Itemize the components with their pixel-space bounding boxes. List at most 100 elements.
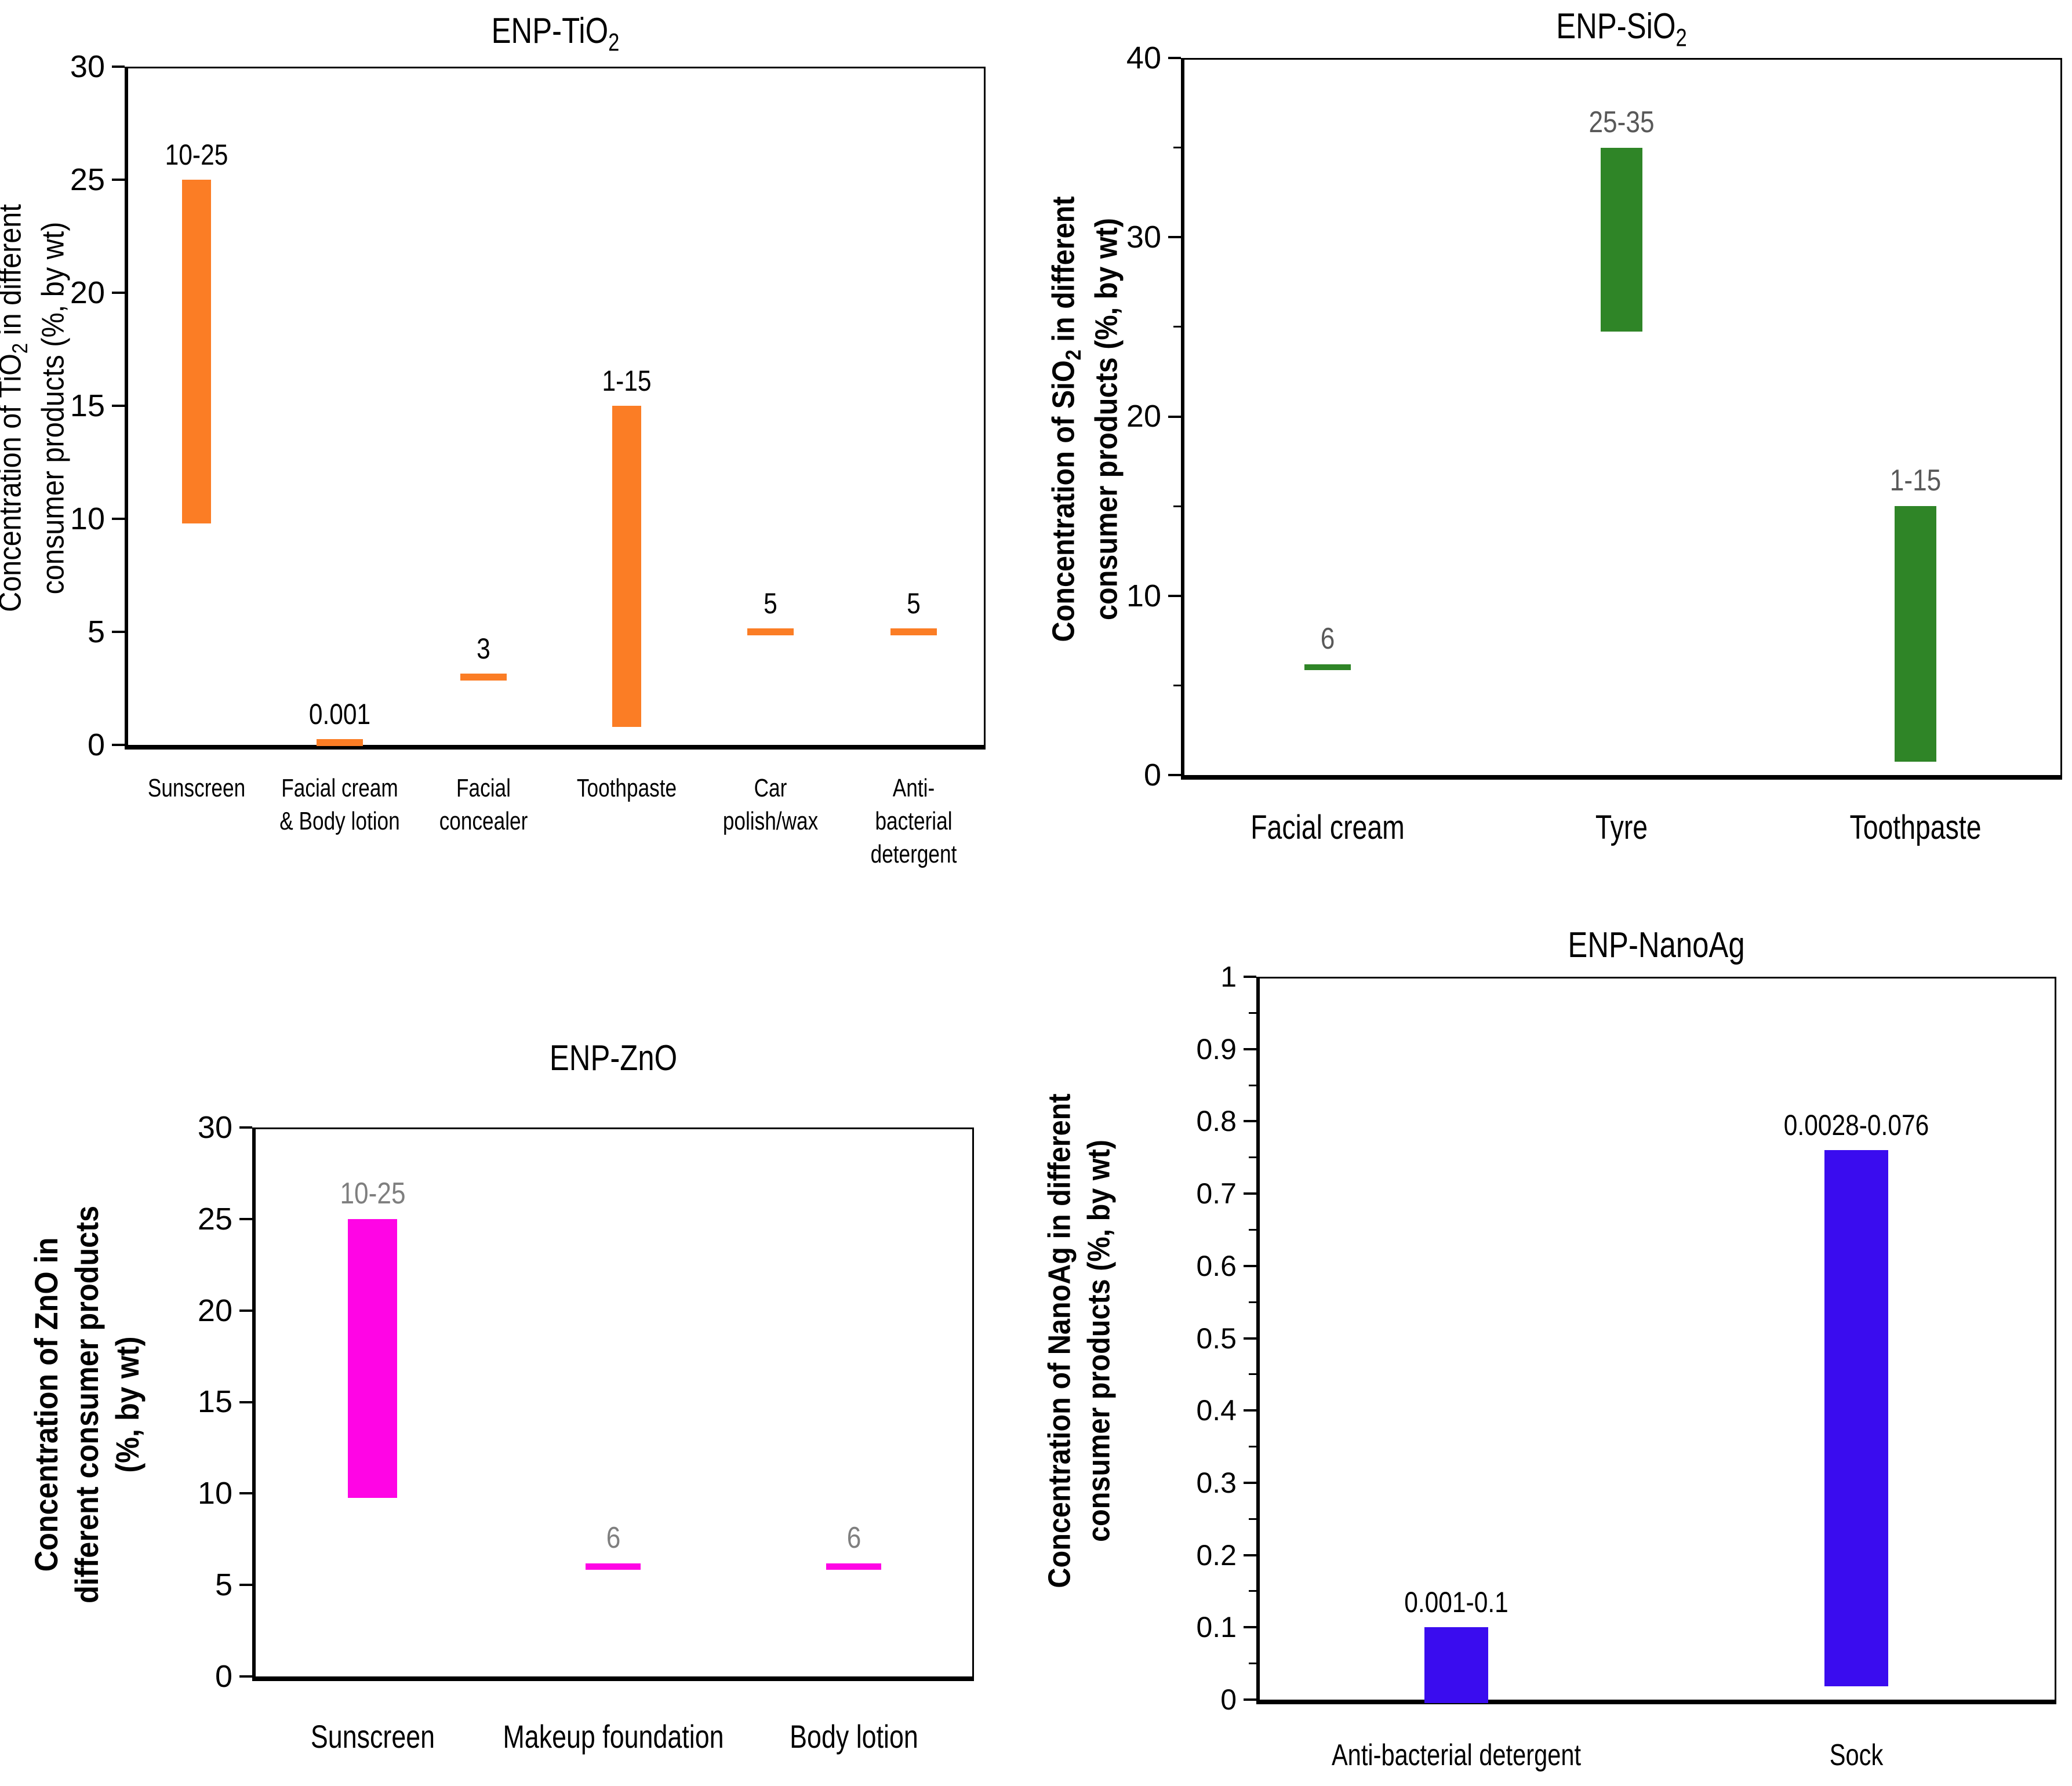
- chart-title: ENP-NanoAg: [1568, 925, 1745, 965]
- y-axis-tick-label: 0.1: [1196, 1611, 1237, 1644]
- bar: [1304, 664, 1351, 671]
- bar: [1824, 1150, 1888, 1686]
- y-axis-tick: [239, 1126, 252, 1129]
- bar-value-label: 1-15: [1889, 464, 1941, 498]
- y-axis-minor-tick: [1249, 1084, 1256, 1086]
- y-axis-label-line: Concentration of NanoAg in different: [1042, 1093, 1077, 1588]
- x-category-label: Sunscreen: [310, 1718, 435, 1755]
- y-axis-minor-tick: [1249, 1156, 1256, 1159]
- x-category-label: Makeup foundation: [502, 1718, 724, 1755]
- chart-title: ENP-ZnO: [549, 1038, 677, 1078]
- y-axis-tick-label: 0.2: [1196, 1538, 1237, 1572]
- y-axis-minor-tick: [1249, 1301, 1256, 1303]
- y-axis-minor-tick: [1173, 684, 1181, 686]
- y-axis-tick: [1244, 1409, 1256, 1412]
- bar-value-label: 6: [606, 1521, 620, 1555]
- y-axis-minor-tick: [1173, 505, 1181, 507]
- y-axis-tick-label: 5: [215, 1567, 232, 1603]
- bar-value-label: 5: [907, 587, 921, 620]
- y-axis-tick: [112, 518, 125, 520]
- y-axis-tick: [1244, 976, 1256, 978]
- y-axis-tick-label: 0.9: [1196, 1032, 1237, 1065]
- bar-value-label: 25-35: [1588, 105, 1655, 139]
- chart-enp-tio2: ENP-TiO2 Concentration of TiO2 in differe…: [0, 0, 1036, 893]
- y-axis-minor-tick: [1173, 326, 1181, 328]
- x-category-label: Car polish/wax: [722, 774, 818, 836]
- bar: [612, 406, 642, 727]
- x-category-label: Anti-bacterial detergent: [870, 774, 957, 869]
- y-axis-tick-label: 10: [197, 1476, 232, 1511]
- y-axis-tick: [239, 1584, 252, 1587]
- x-category-label: Facial cream: [1251, 809, 1405, 846]
- y-axis-tick-label: 25: [197, 1201, 232, 1236]
- y-axis-tick: [1244, 1554, 1256, 1556]
- bar-value-label: 6: [846, 1521, 861, 1555]
- y-axis-tick-label: 0.8: [1196, 1105, 1237, 1138]
- y-axis-tick-label: 10: [70, 501, 105, 536]
- y-axis-tick: [1168, 594, 1181, 597]
- bar-value-label: 0.0028-0.076: [1783, 1109, 1929, 1142]
- y-axis-tick: [239, 1217, 252, 1220]
- y-axis-tick-label: 30: [197, 1110, 232, 1145]
- y-axis-tick: [112, 179, 125, 181]
- y-axis-tick-label: 10: [1126, 578, 1161, 613]
- bar-value-label: 3: [476, 632, 490, 665]
- y-axis-tick-label: 0.5: [1196, 1322, 1237, 1355]
- x-category-label: Facial cream & Body lotion: [279, 774, 400, 836]
- y-axis-tick: [1168, 415, 1181, 418]
- y-axis-tick-label: 0.7: [1196, 1177, 1237, 1210]
- bar-value-label: 0.001: [309, 698, 371, 730]
- bar-value-label: 0.001-0.1: [1404, 1586, 1508, 1619]
- bar-value-label: 1-15: [602, 365, 652, 397]
- bar: [460, 674, 507, 681]
- subscript-text: 2: [608, 28, 619, 56]
- bar: [826, 1563, 881, 1570]
- x-category-label: Anti-bacterial detergent: [1331, 1738, 1582, 1772]
- chart-enp-zno: ENP-ZnO Concentration of ZnO in different …: [0, 893, 1036, 1785]
- y-axis-tick-label: 20: [197, 1293, 232, 1328]
- y-axis-tick-label: 15: [197, 1384, 232, 1420]
- bar: [1894, 506, 1936, 762]
- chart-title: ENP-SiO2: [1556, 6, 1687, 52]
- y-axis-tick-label: 5: [87, 614, 105, 649]
- y-axis-tick-label: 30: [70, 49, 105, 84]
- x-category-label: Toothpaste: [577, 774, 677, 802]
- bar: [747, 628, 794, 635]
- y-axis-tick-label: 15: [70, 388, 105, 423]
- y-axis-tick-label: 0: [1143, 757, 1161, 792]
- y-axis-tick-label: 0.3: [1196, 1466, 1237, 1499]
- y-axis-tick-label: 0.6: [1196, 1249, 1237, 1282]
- y-axis-label-line: Concentration of ZnO in: [28, 1237, 64, 1572]
- y-axis-minor-tick: [1249, 1012, 1256, 1014]
- bar-value-label: 10-25: [339, 1176, 406, 1210]
- y-axis-minor-tick: [1249, 1446, 1256, 1448]
- y-axis-tick: [1168, 57, 1181, 59]
- x-category-label: Body lotion: [789, 1718, 918, 1755]
- y-axis-tick-label: 30: [1126, 220, 1161, 255]
- y-axis-label: Concentration of NanoAg in different cons…: [1041, 1013, 1119, 1668]
- bar-value-label: 10-25: [165, 139, 228, 171]
- y-axis-tick: [112, 66, 125, 68]
- y-axis-label-line: different consumer products: [68, 1205, 105, 1603]
- subscript-text: 2: [1675, 24, 1687, 52]
- bar: [1424, 1627, 1488, 1703]
- x-category-label: Sock: [1829, 1738, 1884, 1772]
- subscript-text: 2: [1062, 349, 1086, 360]
- y-axis-tick: [239, 1492, 252, 1495]
- bar-value-label: 6: [1321, 622, 1335, 656]
- y-axis-tick: [112, 744, 125, 746]
- bar: [317, 739, 363, 746]
- y-axis-tick: [1168, 236, 1181, 239]
- y-axis-tick: [112, 405, 125, 407]
- chart-enp-nanoag: ENP-NanoAg Concentration of NanoAg in dif…: [1036, 893, 2072, 1785]
- chart-title: ENP-TiO2: [491, 11, 619, 56]
- y-axis-minor-tick: [1249, 1373, 1256, 1376]
- y-axis-tick-label: 0: [215, 1658, 232, 1694]
- y-axis-tick: [1244, 1481, 1256, 1484]
- y-axis-tick: [1244, 1047, 1256, 1050]
- y-axis-tick-label: 0: [1220, 1683, 1237, 1716]
- y-axis-tick-label: 20: [70, 275, 105, 310]
- plot-area: [125, 67, 986, 750]
- x-category-label: Sunscreen: [147, 774, 245, 802]
